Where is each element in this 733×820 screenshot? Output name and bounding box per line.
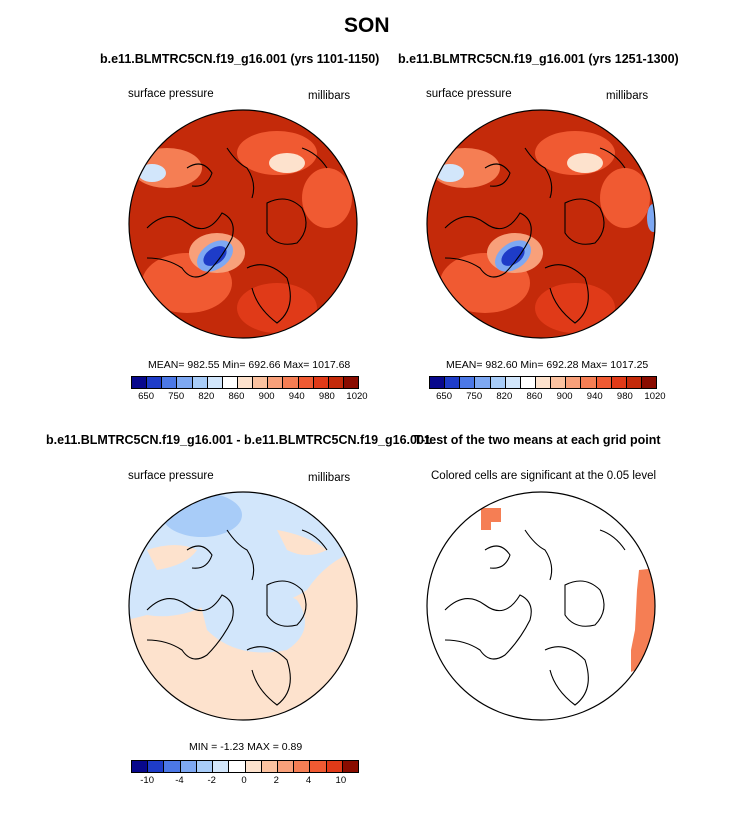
panel-1-colorbar-swatch: [328, 377, 344, 388]
panel-1-colorbar-label: 650: [138, 391, 154, 402]
panel-1-colorbar-label: 900: [258, 391, 275, 402]
panel-3-colorbar-label: 2: [273, 775, 279, 786]
panel-2-colorbar-swatch: [445, 377, 461, 388]
panel-1-units-label: millibars: [308, 90, 351, 102]
panel-3-colorbar-swatch: [164, 761, 181, 772]
panel-1-colorbar-label: 980: [318, 391, 335, 402]
panel-1-colorbar-swatch: [177, 377, 193, 388]
panel-3-units-label: millibars: [308, 472, 351, 484]
panel-4-coastlines: [444, 529, 626, 706]
panel-1-colorbar-swatch: [162, 377, 178, 388]
panel-2-polar-map: [426, 109, 656, 339]
panel-1-coastlines: [146, 147, 328, 324]
panel-3-colorbar: [131, 760, 359, 773]
panel-2-colorbar-labels: 650 750 820 860 900 940 980 1020: [429, 391, 665, 403]
panel-2-colorbar-swatch: [490, 377, 506, 388]
panel-1-polar-map: [128, 109, 358, 339]
panel-1-colorbar-swatch: [283, 377, 299, 388]
panel-3-colorbar-swatch: [294, 761, 311, 772]
panel-4-note: Colored cells are significant at the 0.0…: [431, 470, 657, 482]
panel-1-colorbar-label: 860: [228, 391, 245, 402]
panel-2-colorbar-swatch: [430, 377, 446, 388]
panel-2-colorbar-label: 900: [556, 391, 573, 402]
panel-2-colorbar-label: 860: [526, 391, 543, 402]
panel-1-stats: MEAN= 982.55 Min= 692.66 Max= 1017.68: [148, 359, 351, 371]
panel-3-colorbar-labels: -10 -4 -2 0 2 4 10: [131, 775, 357, 787]
panel-3-colorbar-swatch: [180, 761, 197, 772]
panel-1-variable-label: surface pressure: [128, 88, 214, 100]
panel-1-colorbar-swatch: [147, 377, 163, 388]
panel-2-colorbar-swatch: [505, 377, 521, 388]
panel-3-colorbar-swatch: [132, 761, 149, 772]
panel-2-colorbar-swatch: [611, 377, 627, 388]
panel-4-significant-cells-north: [481, 508, 501, 530]
panel-1-colorbar-swatch: [192, 377, 208, 388]
panel-3-colorbar-swatch: [342, 761, 359, 772]
panel-1-colorbar-swatch: [343, 377, 359, 388]
panel-1-colorbar-swatch: [207, 377, 223, 388]
panel-1-colorbar-swatch: [222, 377, 238, 388]
panel-2-coastlines: [444, 147, 626, 324]
panel-2-colorbar-swatch: [551, 377, 567, 388]
panel-1-colorbar-swatch: [313, 377, 329, 388]
panel-2-colorbar-label: 650: [436, 391, 452, 402]
panel-2-variable-label: surface pressure: [426, 88, 512, 100]
panel-1-title: b.e11.BLMTRC5CN.f19_g16.001 (yrs 1101-11…: [100, 52, 380, 66]
panel-3-colorbar-swatch: [196, 761, 214, 772]
panel-3-colorbar-swatch: [261, 761, 278, 772]
page-title: SON: [344, 14, 390, 37]
panel-2-title: b.e11.BLMTRC5CN.f19_g16.001 (yrs 1251-13…: [398, 52, 679, 66]
panel-1-colorbar-label: 750: [168, 391, 185, 402]
panel-2-stats: MEAN= 982.60 Min= 692.28 Max= 1017.25: [446, 359, 649, 371]
panel-2-colorbar-swatch: [566, 377, 582, 388]
panel-2-colorbar-swatch: [520, 377, 536, 388]
panel-3-coastlines: [146, 529, 328, 706]
panel-3-colorbar-label: -2: [207, 775, 216, 786]
panel-2-colorbar-swatch: [581, 377, 597, 388]
panel-3-colorbar-swatch: [229, 761, 246, 772]
panel-1-colorbar-label: 1020: [346, 391, 368, 402]
panel-3-colorbar-swatch: [213, 761, 230, 772]
panel-2-colorbar-label: 980: [616, 391, 633, 402]
panel-3-title: b.e11.BLMTRC5CN.f19_g16.001 - b.e11.BLMT…: [46, 433, 431, 447]
panel-4-title: T-test of the two means at each grid poi…: [414, 433, 661, 447]
panel-2-colorbar-swatch: [596, 377, 612, 388]
panel-2-colorbar: [429, 376, 657, 389]
panel-1-colorbar-swatch: [298, 377, 314, 388]
panel-3-colorbar-swatch: [310, 761, 327, 772]
panel-2-colorbar-swatch: [626, 377, 642, 388]
panel-1-colorbar-swatch: [268, 377, 284, 388]
panel-3-colorbar-swatch: [326, 761, 343, 772]
panel-2-colorbar-label: 750: [466, 391, 483, 402]
panel-2-colorbar-swatch: [641, 377, 657, 388]
panel-1-colorbar: [131, 376, 359, 389]
panel-3-colorbar-label: 4: [305, 775, 312, 786]
panel-2-colorbar-label: 1020: [644, 391, 666, 402]
panel-2-colorbar-label: 820: [496, 391, 513, 402]
panel-1-colorbar-labels: 650 750 820 860 900 940 980 1020: [131, 391, 367, 403]
panel-3-colorbar-swatch: [277, 761, 295, 772]
panel-4-polar-map: [426, 491, 656, 721]
panel-1-colorbar-label: 820: [198, 391, 215, 402]
panel-1-colorbar-swatch: [237, 377, 254, 388]
panel-1-colorbar-label: 940: [288, 391, 305, 402]
panel-2-colorbar-swatch: [475, 377, 491, 388]
panel-2-colorbar-swatch: [535, 377, 552, 388]
panel-3-colorbar-swatch: [148, 761, 165, 772]
panel-3-colorbar-label: 10: [335, 775, 347, 786]
panel-3-colorbar-label: -4: [175, 775, 184, 786]
panel-3-colorbar-swatch: [245, 761, 262, 772]
panel-2-colorbar-swatch: [460, 377, 476, 388]
panel-3-colorbar-label: 0: [241, 775, 247, 786]
panel-3-polar-map: [128, 491, 358, 721]
panel-2-units-label: millibars: [606, 90, 649, 102]
panel-3-stats: MIN = -1.23 MAX = 0.89: [189, 741, 303, 753]
panel-2-colorbar-label: 940: [586, 391, 603, 402]
panel-1-colorbar-swatch: [253, 377, 269, 388]
panel-3-colorbar-label: -10: [140, 775, 155, 786]
panel-1-colorbar-swatch: [132, 377, 148, 388]
panel-3-variable-label: surface pressure: [128, 470, 214, 482]
